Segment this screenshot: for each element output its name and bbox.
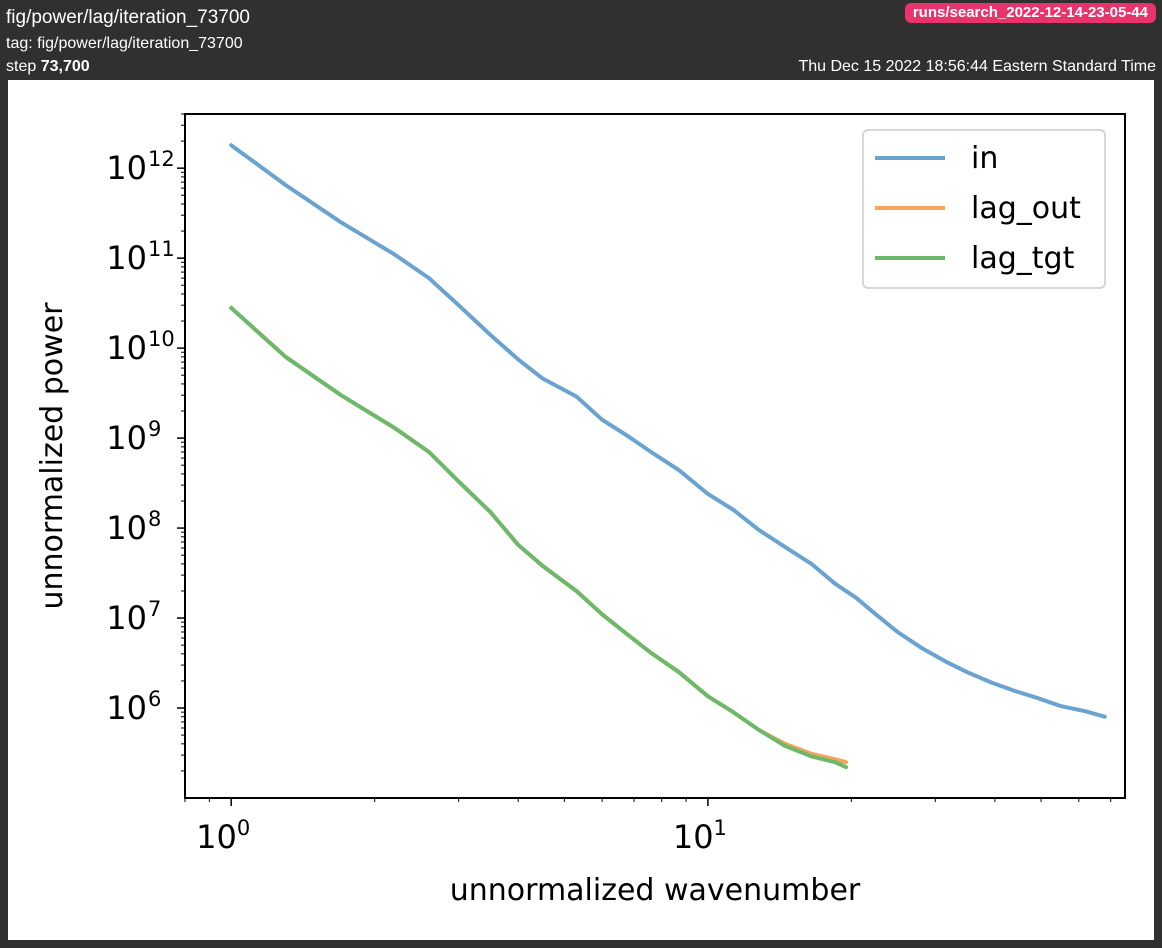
series-line-lag-tgt (229, 305, 849, 770)
y-tick-exponent: 10 (148, 327, 175, 351)
y-tick-exponent: 7 (148, 597, 161, 621)
y-tick-label: 10 (106, 599, 147, 637)
y-tick-label: 10 (106, 509, 147, 547)
chart-legend: in lag_out lag_tgt (862, 129, 1106, 289)
card-title: fig/power/lag/iteration_73700 (6, 7, 251, 28)
tag-label: tag: (6, 35, 33, 52)
step-line: step 73,700 (6, 57, 90, 77)
y-tick-exponent: 8 (148, 507, 161, 531)
y-tick-exponent: 12 (148, 147, 175, 171)
y-tick-label: 10 (106, 689, 147, 727)
legend-box (862, 129, 1106, 289)
y-tick-label: 10 (106, 329, 147, 367)
y-axis-label: unnormalized power (35, 302, 70, 610)
series-line-in (229, 143, 1107, 719)
legend-label-lag-tgt: lag_tgt (971, 241, 1075, 276)
tag-value: fig/power/lag/iteration_73700 (37, 35, 243, 52)
y-tick-exponent: 6 (148, 687, 161, 711)
image-panel: 100 101 10 6 10 7 10 8 10 9 10 10 10 11 10 12 unnormal… (8, 80, 1154, 940)
x-tick-label: 101 (673, 816, 727, 856)
chart-marks (229, 143, 1107, 770)
x-axis-ticks: 100 101 (184, 798, 1112, 856)
plot-frame (184, 113, 1126, 799)
y-tick-label: 10 (106, 239, 147, 277)
step-value: 73,700 (40, 58, 90, 75)
y-tick-label: 10 (106, 149, 147, 187)
run-badge[interactable]: runs/search_2022-12-14-23-05-44 (904, 3, 1156, 23)
step-label: step (6, 58, 37, 75)
y-tick-exponent: 11 (148, 237, 175, 261)
timestamp: Thu Dec 15 2022 18:56:44 Eastern Standar… (798, 58, 1156, 75)
y-tick-label: 10 (106, 419, 147, 457)
legend-label-lag-out: lag_out (971, 191, 1081, 226)
x-tick-label: 100 (196, 816, 250, 856)
y-tick-exponent: 9 (148, 417, 161, 441)
legend-label-in: in (971, 141, 998, 176)
tag-line: tag: fig/power/lag/iteration_73700 (6, 34, 243, 54)
x-axis-label: unnormalized wavenumber (450, 873, 861, 908)
card-header: fig/power/lag/iteration_73700 tag: fig/p… (0, 0, 1162, 78)
